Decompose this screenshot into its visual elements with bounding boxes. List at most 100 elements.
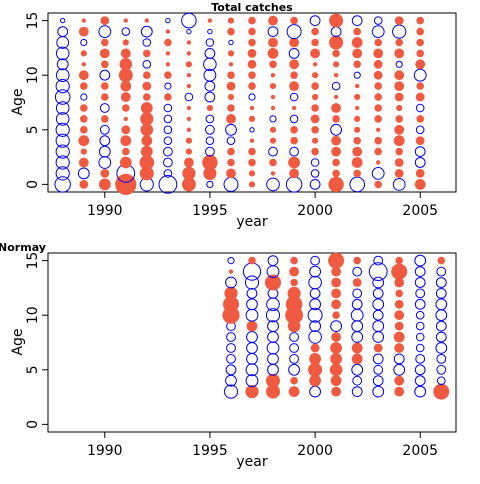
residual-bubble xyxy=(245,308,259,322)
residual-bubble xyxy=(270,105,276,111)
residual-bubble xyxy=(266,341,280,355)
residual-bubble xyxy=(285,176,303,193)
x-tick-label: 2000 xyxy=(297,443,333,459)
residual-bubble xyxy=(265,308,281,323)
residual-bubble xyxy=(140,145,153,158)
residual-bubble xyxy=(395,147,404,156)
residual-bubble xyxy=(436,354,447,364)
residual-bubble xyxy=(372,298,385,311)
residual-bubble xyxy=(203,57,217,72)
residual-bubble xyxy=(329,363,343,377)
residual-bubble xyxy=(120,92,131,102)
residual-bubble xyxy=(330,353,342,365)
residual-bubble xyxy=(120,48,131,59)
residual-bubble xyxy=(266,177,280,192)
residual-bubble xyxy=(351,363,364,376)
x-axis-label: year xyxy=(236,214,267,230)
residual-bubble xyxy=(101,115,109,123)
residual-bubble xyxy=(245,374,259,388)
residual-bubble xyxy=(99,48,110,59)
residual-bubble xyxy=(373,48,384,59)
residual-bubble xyxy=(354,115,361,122)
residual-bubble xyxy=(228,269,234,274)
residual-bubble xyxy=(394,375,405,386)
residual-bubble xyxy=(226,168,236,179)
residual-bubble xyxy=(244,275,260,290)
residual-bubble xyxy=(312,137,319,144)
residual-bubble xyxy=(310,169,320,178)
residual-bubble xyxy=(291,105,297,111)
residual-bubble xyxy=(415,136,425,146)
residual-bubble xyxy=(289,343,300,353)
residual-bubble xyxy=(186,40,192,45)
residual-bubble xyxy=(141,135,153,147)
residual-bubble xyxy=(374,104,383,112)
residual-bubble xyxy=(80,148,87,155)
residual-bubble xyxy=(333,73,339,78)
residual-bubble xyxy=(331,277,341,288)
residual-bubble xyxy=(165,62,171,67)
residual-bubble xyxy=(248,170,256,177)
residual-bubble xyxy=(308,362,323,377)
residual-bubble xyxy=(373,70,383,80)
residual-bubble xyxy=(246,288,258,299)
y-axis: 0 5 10 15 xyxy=(25,252,48,429)
residual-bubble xyxy=(433,383,450,400)
residual-bubble xyxy=(395,289,404,298)
residual-bubble xyxy=(142,38,152,47)
residual-bubble xyxy=(55,155,70,170)
residual-bubble xyxy=(289,81,299,91)
residual-bubble xyxy=(266,384,280,399)
y-tick-label: 15 xyxy=(25,252,41,270)
residual-bubble xyxy=(290,71,298,79)
residual-bubble xyxy=(414,146,426,158)
residual-bubble xyxy=(226,114,236,124)
residual-bubble xyxy=(204,48,216,59)
residual-bubble xyxy=(80,38,88,47)
residual-bubble xyxy=(270,171,276,176)
residual-bubble xyxy=(329,13,344,28)
y-tick-label: 5 xyxy=(25,365,41,374)
residual-bubble xyxy=(118,68,133,83)
residual-bubble xyxy=(415,332,425,342)
residual-bubble xyxy=(372,320,385,333)
residual-bubble xyxy=(289,332,300,342)
residual-bubble xyxy=(99,69,111,81)
residual-bubble xyxy=(394,16,404,25)
residual-bubble xyxy=(414,364,426,376)
residual-bubble xyxy=(289,168,299,179)
x-axis-label: year xyxy=(236,454,267,470)
residual-bubble xyxy=(143,71,151,79)
panel-total-catches: Total catches 0 5 10 15 1990 1995 2000 2005 ye… xyxy=(10,1,457,230)
residual-bubble xyxy=(268,15,278,26)
bubble-layer xyxy=(222,252,450,400)
y-axis-label: Age xyxy=(10,88,26,115)
residual-bubble xyxy=(311,104,319,112)
residual-bubble xyxy=(248,93,256,101)
residual-bubble xyxy=(416,49,425,58)
residual-bubble xyxy=(225,364,237,376)
residual-bubble xyxy=(248,82,256,90)
residual-bubble xyxy=(79,180,89,189)
residual-bubble xyxy=(227,93,235,101)
y-tick-label: 0 xyxy=(25,420,41,429)
residual-bubble xyxy=(206,104,213,112)
residual-bubble xyxy=(288,386,300,397)
residual-bubble xyxy=(223,384,239,399)
residual-bubble xyxy=(181,12,197,29)
residual-bubble xyxy=(140,123,154,137)
residual-bubble xyxy=(352,266,363,277)
residual-bubble xyxy=(55,112,70,126)
residual-bubble xyxy=(249,127,255,133)
residual-bubble xyxy=(371,25,385,39)
residual-bubble xyxy=(249,138,255,143)
residual-bubble xyxy=(225,374,237,387)
residual-bubble xyxy=(393,363,406,376)
residual-bubble xyxy=(245,363,259,377)
residual-bubble xyxy=(414,157,426,168)
residual-bubble xyxy=(289,146,300,157)
residual-bubble xyxy=(355,83,360,89)
residual-bubble xyxy=(80,126,88,134)
residual-bubble xyxy=(226,81,236,91)
